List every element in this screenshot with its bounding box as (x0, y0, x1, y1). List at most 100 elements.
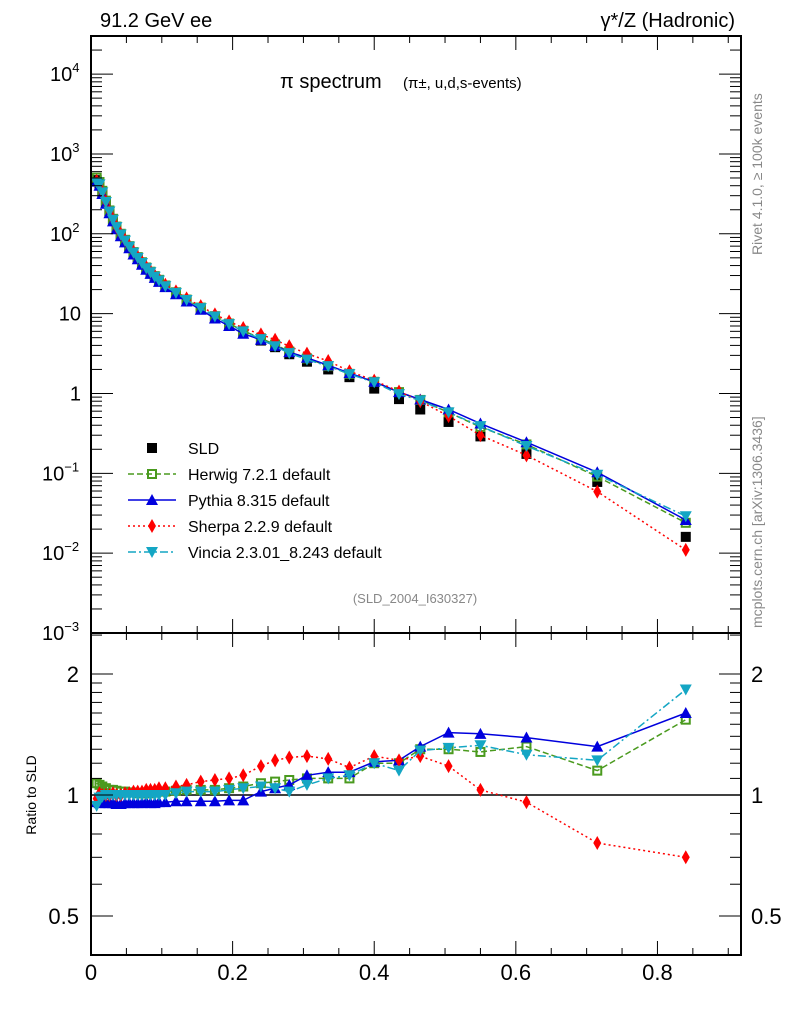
y-tick-label: 104 (50, 60, 79, 86)
legend-marker-icon (147, 443, 157, 453)
main-frame (90, 35, 742, 634)
data-point-ratio (208, 786, 221, 798)
data-point-main (476, 428, 485, 443)
ratio-ylabel: Ratio to SLD (23, 755, 39, 834)
data-point-main (194, 303, 207, 315)
data-point-ratio (194, 786, 207, 798)
data-point-ratio (169, 795, 182, 807)
data-point-main (474, 421, 487, 433)
data-point-main (99, 197, 112, 209)
data-point-ratio (256, 759, 265, 774)
data-point-main (106, 214, 119, 226)
y-tick-label: 10 (59, 304, 81, 326)
legend-label: SLD (188, 441, 219, 458)
plot-title: π spectrum (280, 71, 382, 93)
data-point-ratio (679, 684, 692, 696)
y-tick-label: 102 (50, 220, 79, 246)
data-point-ratio (237, 783, 250, 795)
data-point-main (680, 531, 691, 542)
x-tick-label: 0.4 (359, 960, 390, 985)
data-point-ratio (442, 726, 455, 738)
data-point-main (592, 476, 603, 487)
data-point-ratio (395, 753, 404, 768)
y-tick-label: 10−2 (42, 539, 79, 565)
legend-item: Pythia 8.315 default (128, 493, 330, 510)
data-point-ratio (169, 788, 182, 800)
data-point-ratio (393, 765, 406, 777)
legend-marker-icon (148, 519, 156, 533)
data-point-ratio (592, 765, 603, 776)
analysis-id-label: (SLD_2004_I630327) (353, 591, 477, 606)
ratio-panel: 2 2 1 1 0.5 0.5 0 0.2 0.4 0.6 0.8 (48, 632, 782, 985)
series-ratio-1 (90, 706, 692, 809)
series-line-ratio (95, 688, 687, 807)
data-point-main (679, 511, 692, 523)
data-point-ratio (239, 768, 248, 783)
series-line-main (96, 181, 687, 517)
x-tick-label: 0.8 (642, 960, 673, 985)
data-point-ratio (414, 745, 427, 757)
data-point-ratio (159, 796, 172, 808)
data-point-main (283, 348, 296, 360)
data-point-ratio (522, 795, 531, 810)
data-point-main (681, 542, 690, 557)
legend-label: Pythia 8.315 default (188, 493, 330, 510)
y-tick-label: 10−1 (42, 459, 79, 485)
data-point-ratio (210, 772, 219, 787)
data-point-ratio (269, 783, 282, 795)
legend-label: Sherpa 2.2.9 default (188, 519, 333, 536)
data-point-main (322, 361, 335, 373)
data-point-main (152, 275, 165, 287)
data-point-ratio (343, 770, 356, 782)
legend-marker-icon (146, 494, 158, 505)
data-point-main (110, 222, 123, 234)
data-point-ratio (237, 794, 250, 806)
data-point-ratio (679, 706, 692, 718)
data-point-main (593, 484, 602, 499)
y-tick-label: 1 (70, 383, 81, 405)
data-point-ratio (302, 749, 311, 764)
data-point-ratio (368, 758, 381, 770)
data-point-ratio (180, 795, 193, 807)
plot-subtitle: (π±, u,d,s-events) (403, 75, 522, 92)
data-point-main (208, 311, 221, 323)
data-point-main (254, 334, 267, 346)
data-point-ratio (223, 794, 236, 806)
data-point-main (223, 319, 236, 331)
data-point-main (300, 354, 313, 366)
data-point-main (393, 389, 406, 401)
data-point-main (114, 229, 127, 241)
data-point-main (159, 281, 172, 293)
y-tick-label: 2 (67, 662, 79, 687)
data-point-main (93, 179, 106, 191)
data-point-main (591, 469, 604, 481)
data-point-ratio (208, 795, 221, 807)
data-point-ratio (442, 742, 455, 754)
data-point-ratio (254, 781, 267, 793)
y-tick-label-right: 1 (751, 783, 763, 808)
data-point-main (96, 187, 109, 199)
data-point-ratio (300, 769, 313, 781)
data-point-main (415, 404, 426, 415)
data-point-main (237, 326, 250, 338)
header-left-label: 91.2 GeV ee (100, 10, 212, 32)
data-point-main (520, 440, 533, 452)
data-point-ratio (180, 786, 193, 798)
data-point-main (522, 448, 531, 463)
legend-item: Sherpa 2.2.9 default (128, 519, 333, 536)
data-point-ratio (271, 753, 280, 768)
data-point-ratio (159, 790, 172, 802)
series-main-3 (92, 173, 690, 557)
data-point-ratio (225, 771, 234, 786)
data-point-ratio (444, 759, 453, 774)
legend-marker-icon (147, 469, 157, 479)
data-point-ratio (90, 800, 103, 812)
y-tick-label: 0.5 (48, 904, 79, 929)
legend-item: Vincia 2.3.01_8.243 default (128, 545, 382, 562)
data-point-main (269, 341, 282, 353)
mcplots-label: mcplots.cern.ch [arXiv:1306.3436] (749, 416, 765, 628)
legend-label: Herwig 7.2.1 default (188, 467, 331, 484)
data-point-main (169, 287, 182, 299)
data-point-main (369, 383, 380, 394)
